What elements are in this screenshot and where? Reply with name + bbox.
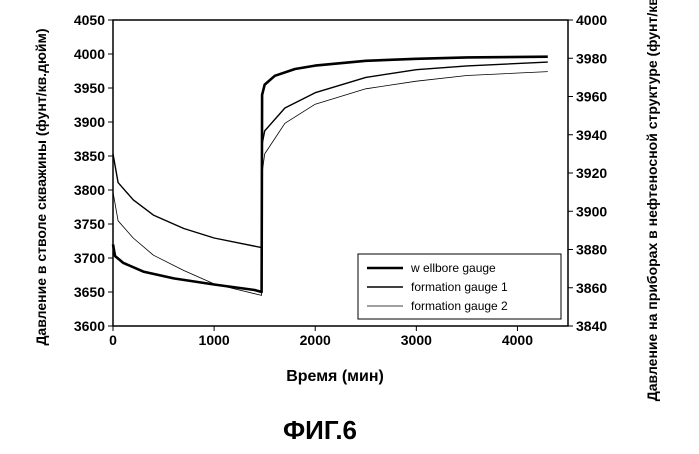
left-y-tick-label: 3700 [74, 250, 105, 266]
right-y-tick-label: 3860 [576, 280, 607, 296]
right-y-tick-label: 3940 [576, 127, 607, 143]
right-y-axis-ticks: 3840 3860 3880 3900 3920 3940 3960 3980 4000 [568, 12, 607, 334]
left-y-tick-label: 3650 [74, 284, 105, 300]
x-tick-label: 2000 [300, 332, 331, 348]
x-axis-ticks: 0 1000 2000 3000 4000 [109, 326, 533, 348]
legend: w ellbore gauge formation gauge 1 formatio… [358, 254, 561, 319]
x-tick-label: 4000 [502, 332, 533, 348]
legend-label-3: formation gauge 2 [411, 299, 508, 313]
figure-caption: ФИГ.6 [0, 415, 640, 446]
left-y-tick-label: 3800 [74, 182, 105, 198]
right-y-tick-label: 3880 [576, 242, 607, 258]
left-y-tick-label: 3900 [74, 114, 105, 130]
left-y-tick-label: 3850 [74, 148, 105, 164]
right-y-tick-label: 3980 [576, 50, 607, 66]
left-y-tick-label: 4050 [74, 12, 105, 28]
left-y-tick-label: 4000 [74, 46, 105, 62]
right-y-tick-label: 4000 [576, 12, 607, 28]
x-tick-label: 0 [109, 332, 117, 348]
left-y-tick-label: 3750 [74, 216, 105, 232]
left-y-axis-title: Давление в стволе скважины (фунт/кв.дюйм… [33, 28, 49, 345]
right-y-axis-title: Давление на приборах в нефтеносной струк… [644, 0, 660, 401]
right-y-tick-label: 3960 [576, 89, 607, 105]
left-y-axis-ticks: 3600 3650 3700 3750 3800 3850 3900 3950 4000 4050 [74, 12, 113, 334]
x-axis-title: Время (мин) [286, 368, 384, 385]
x-tick-label: 1000 [199, 332, 230, 348]
right-y-tick-label: 3900 [576, 203, 607, 219]
left-y-tick-label: 3600 [74, 318, 105, 334]
x-tick-label: 3000 [401, 332, 432, 348]
right-y-tick-label: 3920 [576, 165, 607, 181]
left-y-tick-label: 3950 [74, 80, 105, 96]
right-y-tick-label: 3840 [576, 318, 607, 334]
legend-label-1: w ellbore gauge [410, 261, 496, 275]
legend-label-2: formation gauge 1 [411, 280, 508, 294]
